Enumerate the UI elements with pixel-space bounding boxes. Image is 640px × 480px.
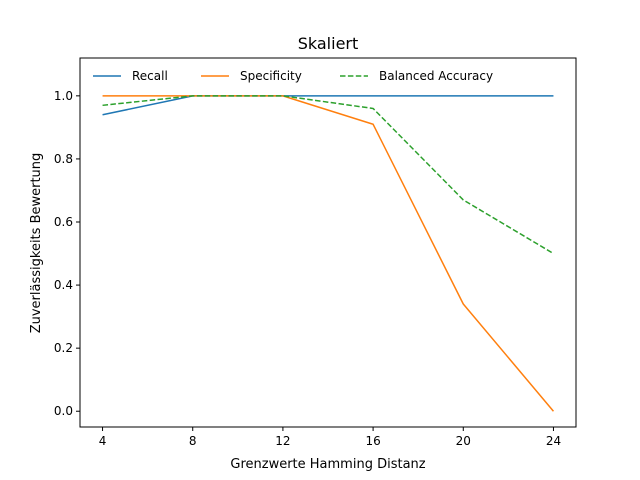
plot-area	[102, 95, 555, 412]
series-line-recall	[102, 95, 554, 116]
x-tick-label: 16	[365, 434, 380, 448]
legend-label-recall: Recall	[132, 69, 168, 83]
x-tick-label: 24	[546, 434, 561, 448]
series-line-specificity	[102, 95, 555, 412]
x-axis: 4 8 12 16 20 24	[99, 427, 561, 448]
x-tick-label: 12	[275, 434, 290, 448]
y-axis-label: Zuverlässigkeits Bewertung	[29, 153, 44, 334]
y-tick-label: 1.0	[54, 89, 73, 103]
chart-title: Skaliert	[298, 34, 359, 53]
y-tick-label: 0.8	[54, 152, 73, 166]
x-tick-label: 20	[456, 434, 471, 448]
y-tick-label: 0.4	[54, 278, 73, 292]
legend-label-balanced-accuracy: Balanced Accuracy	[379, 69, 493, 83]
legend: Recall Specificity Balanced Accuracy	[93, 69, 493, 83]
y-tick-label: 0.0	[54, 404, 73, 418]
x-tick-label: 4	[99, 434, 107, 448]
x-axis-label: Grenzwerte Hamming Distanz	[230, 457, 425, 472]
legend-label-specificity: Specificity	[240, 69, 302, 83]
axes-frame	[79, 57, 577, 428]
y-tick-label: 0.6	[54, 215, 73, 229]
y-tick-label: 0.2	[54, 341, 73, 355]
x-tick-label: 8	[189, 434, 197, 448]
y-axis: 0.0 0.2 0.4 0.6 0.8 1.0	[54, 89, 80, 418]
series-line-balanced-accuracy	[102, 95, 554, 255]
